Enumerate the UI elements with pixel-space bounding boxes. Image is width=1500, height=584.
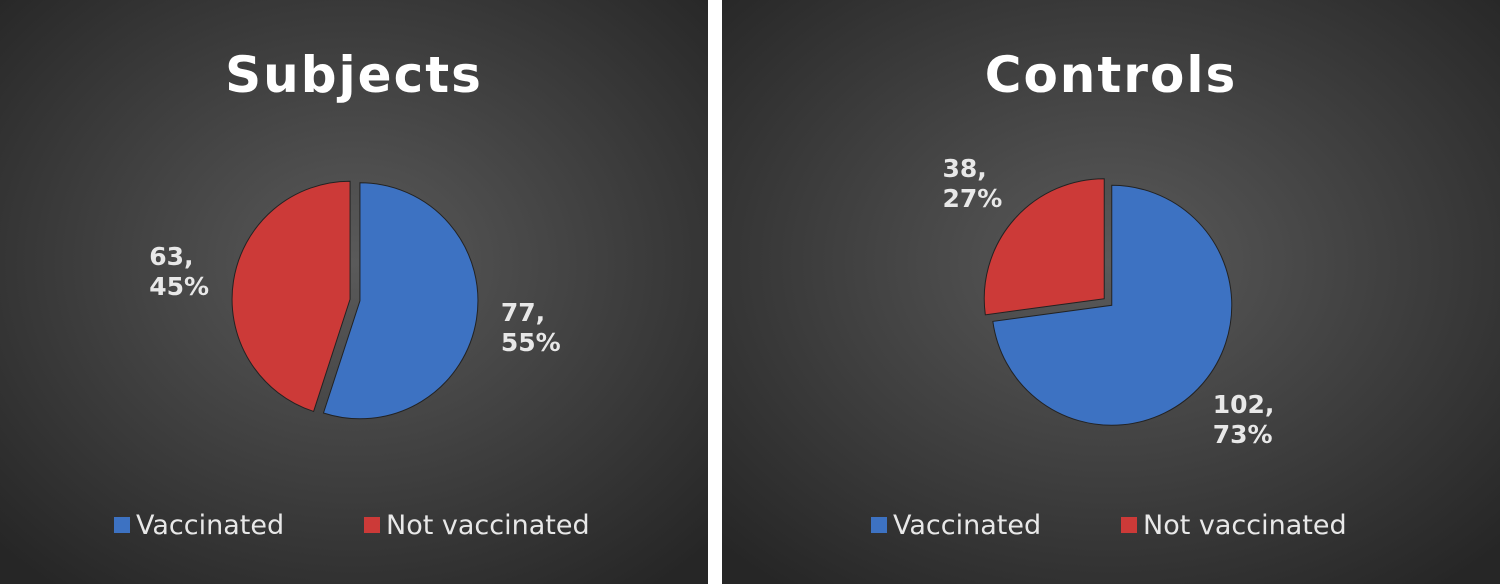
data-label: 63, 45% [149,242,210,302]
legend-marker [114,517,130,533]
pie-slice [322,182,479,420]
data-label: 102, 73% [1212,390,1275,450]
panel [722,0,1500,584]
legend-marker [1121,517,1137,533]
pie-slice [983,178,1105,316]
data-label: 38, 27% [942,153,1003,213]
legend-label: Vaccinated [136,510,284,541]
pie-slice [992,184,1233,426]
chart-title: Subjects [225,46,483,104]
legend-label: Vaccinated [893,510,1041,541]
legend-label: Not vaccinated [386,510,590,541]
data-label: 77, 55% [500,297,561,357]
legend-marker [364,517,380,533]
panel [0,0,708,584]
chart-title: Controls [985,46,1237,104]
legend-marker [871,517,887,533]
legend-label: Not vaccinated [1143,510,1347,541]
pie-slice [231,180,351,413]
